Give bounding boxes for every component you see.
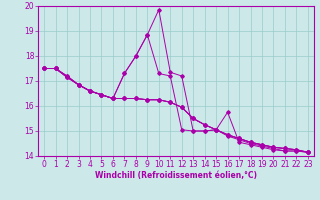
X-axis label: Windchill (Refroidissement éolien,°C): Windchill (Refroidissement éolien,°C)	[95, 171, 257, 180]
